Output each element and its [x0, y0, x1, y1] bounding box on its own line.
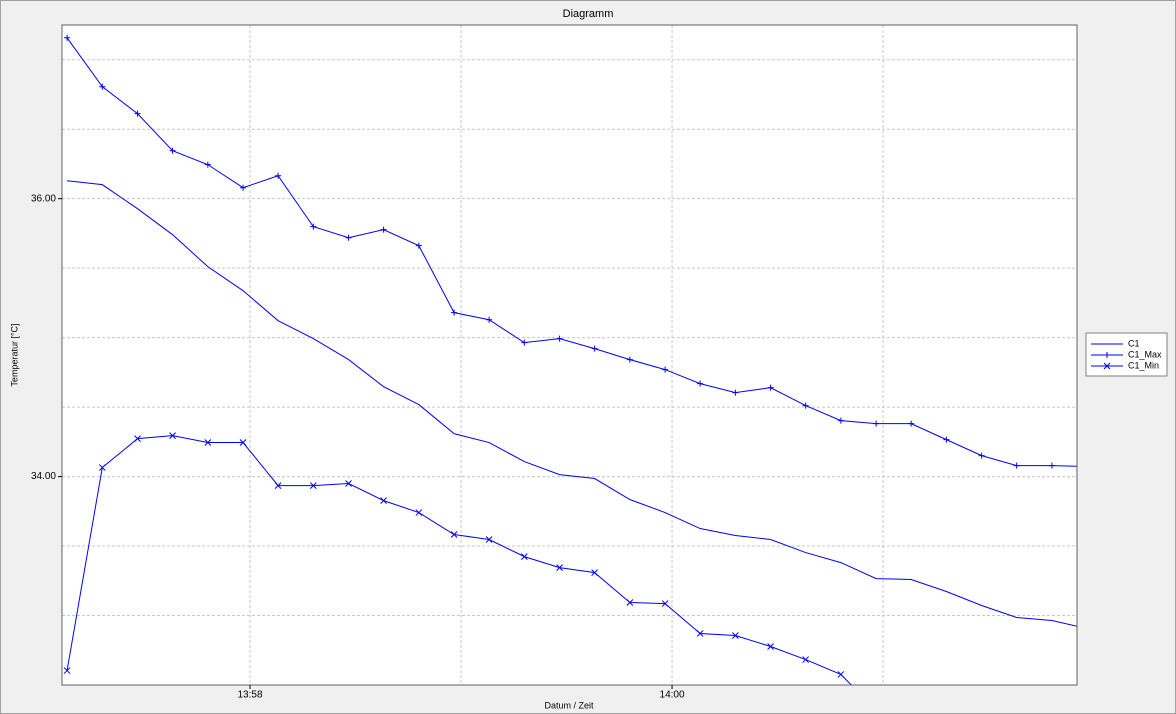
marker: [591, 569, 598, 576]
marker: [345, 234, 352, 241]
marker: [64, 34, 71, 41]
legend-label: C1: [1128, 338, 1140, 348]
marker: [380, 497, 387, 504]
marker: [451, 309, 458, 316]
marker: [661, 600, 669, 607]
marker: [591, 345, 598, 352]
plot-area: [62, 25, 1077, 685]
marker: [239, 439, 247, 446]
marker: [662, 366, 669, 373]
marker: [485, 536, 493, 543]
marker: [415, 242, 422, 249]
x-axis-label: Datum / Zeit: [544, 700, 594, 710]
marker: [626, 599, 634, 606]
marker: [63, 667, 71, 674]
marker: [626, 356, 633, 363]
marker: [521, 339, 528, 346]
legend-label: C1_Min: [1128, 360, 1159, 370]
marker: [169, 432, 176, 439]
marker: [556, 564, 563, 571]
marker: [837, 671, 845, 678]
y-tick-label: 36.00: [31, 193, 56, 204]
marker: [1048, 462, 1055, 469]
series-line: [66, 435, 853, 685]
marker: [696, 630, 704, 637]
marker: [99, 83, 106, 90]
plot-border: [61, 24, 1078, 686]
marker: [310, 223, 317, 230]
marker: [873, 420, 880, 427]
marker: [204, 161, 211, 168]
marker: [802, 656, 809, 663]
marker: [697, 380, 704, 387]
marker: [556, 335, 563, 342]
marker: [732, 632, 739, 639]
marker: [345, 480, 352, 487]
marker: [204, 439, 212, 446]
series-line: [66, 37, 1077, 467]
marker: [415, 509, 423, 516]
marker: [275, 172, 282, 179]
marker: [240, 184, 247, 191]
marker: [380, 226, 387, 233]
marker: [134, 435, 141, 442]
marker: [767, 384, 774, 391]
marker: [767, 643, 774, 650]
x-tick-label: 14:00: [660, 690, 685, 701]
marker: [978, 452, 985, 459]
marker: [802, 402, 809, 409]
marker: [309, 482, 317, 489]
marker: [732, 389, 739, 396]
marker: [837, 417, 844, 424]
marker: [1104, 352, 1110, 358]
x-tick-label: 13:58: [238, 690, 263, 701]
marker: [943, 436, 950, 443]
marker: [98, 464, 106, 471]
y-axis-label: Temperatur [°C]: [9, 323, 19, 386]
marker: [908, 420, 915, 427]
marker: [486, 316, 493, 323]
marker: [274, 482, 282, 489]
marker: [1103, 362, 1111, 370]
marker: [134, 110, 141, 117]
legend-label: C1_Max: [1128, 349, 1162, 359]
marker: [169, 147, 176, 154]
chart-title: Diagramm: [563, 8, 614, 20]
y-tick-label: 34.00: [31, 471, 56, 482]
series-line: [67, 180, 1077, 627]
marker: [450, 531, 458, 538]
marker: [520, 553, 528, 560]
marker: [1013, 462, 1020, 469]
